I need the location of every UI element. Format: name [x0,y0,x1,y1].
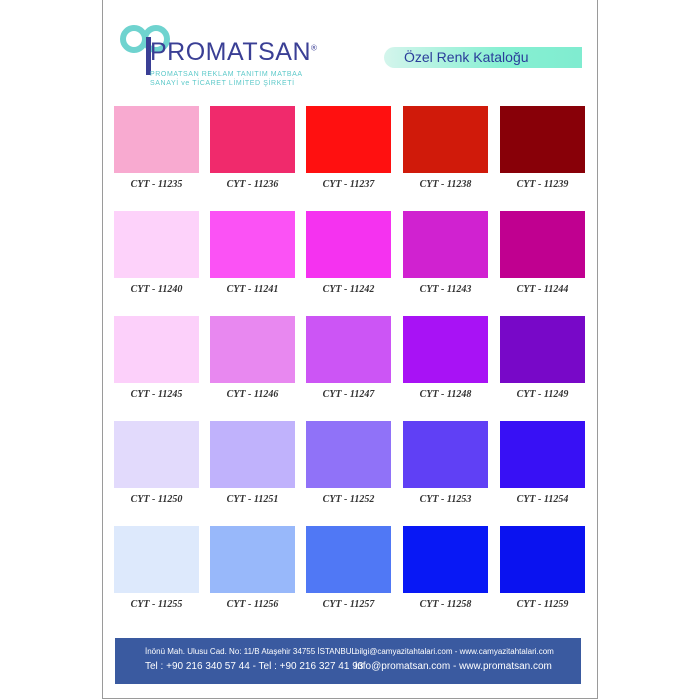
color-swatch [500,316,585,383]
swatch-code: CYT - 11250 [130,494,183,505]
swatch-code: CYT - 11242 [322,284,375,295]
promatsan-logo: PROMATSAN® PROMATSAN REKLAM TANITIM MATB… [120,25,320,95]
swatch-code: CYT - 11235 [130,179,183,190]
color-swatch [403,211,488,278]
swatch-code: CYT - 11257 [322,599,375,610]
color-swatch [403,106,488,173]
swatch-code: CYT - 11247 [322,389,375,400]
color-swatch [306,106,391,173]
color-swatch [306,316,391,383]
color-swatch [500,526,585,593]
swatch-code: CYT - 11240 [130,284,183,295]
swatch-code: CYT - 11241 [226,284,279,295]
color-swatch [403,526,488,593]
swatch-code: CYT - 11252 [322,494,375,505]
swatch-code: CYT - 11253 [419,494,472,505]
swatch-code: CYT - 11238 [419,179,472,190]
catalog-title: Özel Renk Kataloğu [384,47,582,68]
color-swatch [210,526,295,593]
swatch-code: CYT - 11248 [419,389,472,400]
swatch-code: CYT - 11244 [516,284,569,295]
color-swatch [210,211,295,278]
phones: Tel : +90 216 340 57 44 - Tel : +90 216 … [145,661,364,672]
color-swatch [306,526,391,593]
swatch-code: CYT - 11237 [322,179,375,190]
color-swatch [306,211,391,278]
swatch-code: CYT - 11245 [130,389,183,400]
color-swatch [210,421,295,488]
swatch-code: CYT - 11243 [419,284,472,295]
company-subtitle: PROMATSAN REKLAM TANITIM MATBAA SANAYİ ve… [150,71,303,87]
color-swatch [306,421,391,488]
web-line-2: info@promatsan.com - www.promatsan.com [355,661,552,672]
color-swatch [210,106,295,173]
swatch-code: CYT - 11254 [516,494,569,505]
footer: İnönü Mah. Ulusu Cad. No: 11/B Ataşehir … [115,638,581,684]
color-swatch [114,421,199,488]
swatch-code: CYT - 11259 [516,599,569,610]
color-swatch [114,316,199,383]
color-swatch [500,106,585,173]
color-swatch [403,316,488,383]
brand-name: PROMATSAN® [150,38,318,66]
swatch-code: CYT - 11249 [516,389,569,400]
web-line-1: bilgi@camyazitahtalari.com - www.camyazi… [355,647,554,656]
color-swatch [403,421,488,488]
swatch-code: CYT - 11246 [226,389,279,400]
swatch-code: CYT - 11236 [226,179,279,190]
address: İnönü Mah. Ulusu Cad. No: 11/B Ataşehir … [145,647,356,656]
logo-mark-icon [120,25,170,75]
swatch-code: CYT - 11251 [226,494,279,505]
swatch-code: CYT - 11258 [419,599,472,610]
color-swatch [210,316,295,383]
swatch-code: CYT - 11255 [130,599,183,610]
color-swatch [114,211,199,278]
color-swatch [500,211,585,278]
color-swatch [114,106,199,173]
color-swatch [114,526,199,593]
swatch-code: CYT - 11239 [516,179,569,190]
swatch-code: CYT - 11256 [226,599,279,610]
color-swatch [500,421,585,488]
